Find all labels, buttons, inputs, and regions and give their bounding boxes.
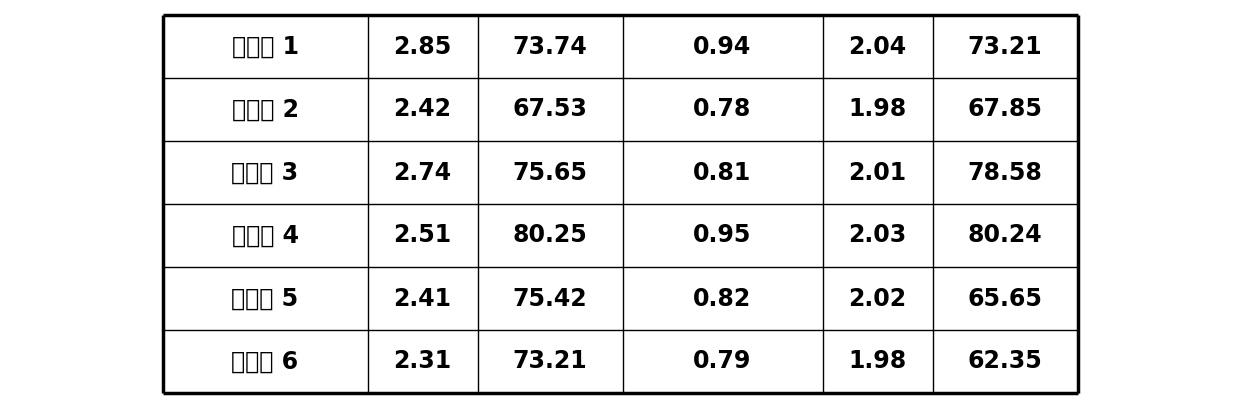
Text: 80.25: 80.25	[512, 224, 588, 248]
Text: 67.53: 67.53	[512, 98, 588, 122]
Text: 1.98: 1.98	[848, 350, 906, 373]
Text: 62.35: 62.35	[967, 350, 1043, 373]
Text: 0.82: 0.82	[693, 286, 751, 310]
Text: 73.74: 73.74	[512, 35, 588, 58]
Text: 0.79: 0.79	[693, 350, 751, 373]
Text: 对比例 6: 对比例 6	[232, 350, 299, 373]
Text: 2.03: 2.03	[848, 224, 906, 248]
Text: 2.42: 2.42	[393, 98, 451, 122]
Text: 0.81: 0.81	[693, 160, 751, 184]
Text: 73.21: 73.21	[512, 350, 588, 373]
Text: 0.78: 0.78	[693, 98, 751, 122]
Text: 对比例 2: 对比例 2	[232, 98, 299, 122]
Text: 67.85: 67.85	[967, 98, 1043, 122]
Text: 2.04: 2.04	[848, 35, 906, 58]
Text: 78.58: 78.58	[967, 160, 1043, 184]
Text: 0.94: 0.94	[693, 35, 751, 58]
Text: 65.65: 65.65	[967, 286, 1043, 310]
Text: 2.51: 2.51	[393, 224, 451, 248]
Text: 75.65: 75.65	[512, 160, 588, 184]
Text: 2.85: 2.85	[393, 35, 451, 58]
Text: 2.41: 2.41	[393, 286, 451, 310]
Text: 2.74: 2.74	[393, 160, 451, 184]
Text: 2.31: 2.31	[393, 350, 451, 373]
Text: 对比例 5: 对比例 5	[232, 286, 299, 310]
Text: 对比例 1: 对比例 1	[232, 35, 299, 58]
Text: 2.01: 2.01	[848, 160, 906, 184]
Text: 80.24: 80.24	[967, 224, 1043, 248]
Text: 73.21: 73.21	[967, 35, 1043, 58]
Text: 对比例 3: 对比例 3	[232, 160, 299, 184]
Text: 对比例 4: 对比例 4	[232, 224, 299, 248]
Text: 75.42: 75.42	[512, 286, 588, 310]
Text: 1.98: 1.98	[848, 98, 906, 122]
Text: 0.95: 0.95	[693, 224, 751, 248]
Text: 2.02: 2.02	[848, 286, 906, 310]
